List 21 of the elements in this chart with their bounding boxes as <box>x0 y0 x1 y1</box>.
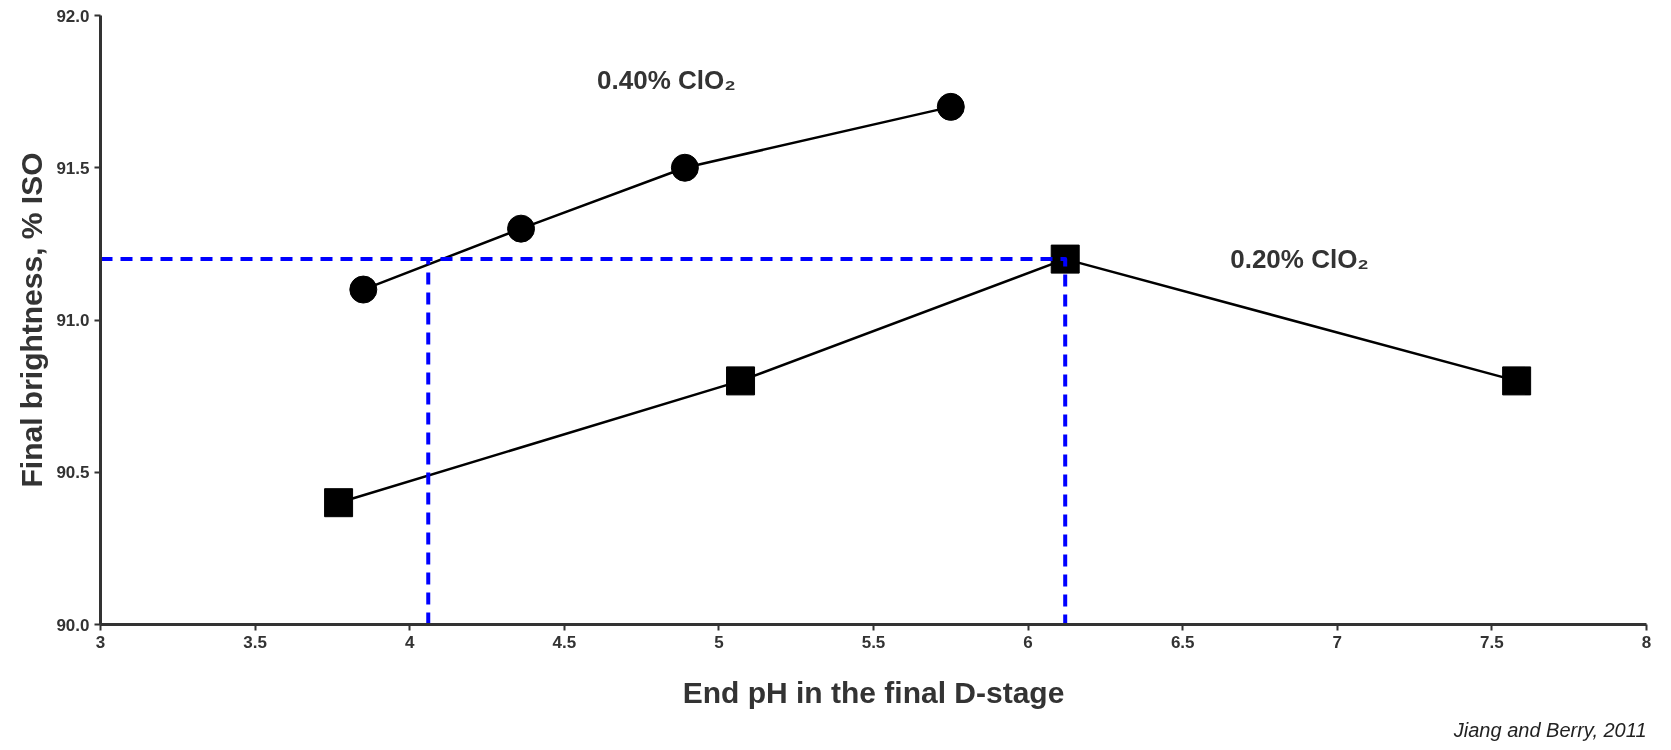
text: Jiang and Berry, 2011 <box>1452 718 1647 741</box>
series-label: 0.20% ClO₂ <box>1230 244 1369 275</box>
x-tick-label: 5.5 <box>861 632 886 652</box>
y-tick-label: 90.5 <box>56 463 90 483</box>
x-tick-label: 8 <box>1641 632 1652 652</box>
x-tick-label: 6 <box>1023 632 1033 652</box>
x-tick-label: 5 <box>714 632 724 652</box>
x-tick-label: 7 <box>1332 632 1343 652</box>
x-tick-label: 3 <box>95 632 106 652</box>
y-tick-label: 91.0 <box>56 311 90 330</box>
y-tick-label: 90.0 <box>56 615 90 635</box>
x-tick-label: 4 <box>404 632 415 652</box>
text: 0.40% ClO₂ <box>597 64 736 95</box>
x-tick-label: 3.5 <box>243 632 267 652</box>
x-tick-label: 6.5 <box>1170 632 1195 652</box>
x-axis-title: End pH in the final D-stage <box>682 675 1065 709</box>
x-tick-label: 7.5 <box>1480 632 1504 652</box>
x-tick-label: 4.5 <box>552 632 577 652</box>
y-tick-label: 91.5 <box>56 158 90 178</box>
y-tick-label: 92.0 <box>56 6 90 26</box>
y-axis-title: Final brightness, % ISO <box>15 152 49 488</box>
